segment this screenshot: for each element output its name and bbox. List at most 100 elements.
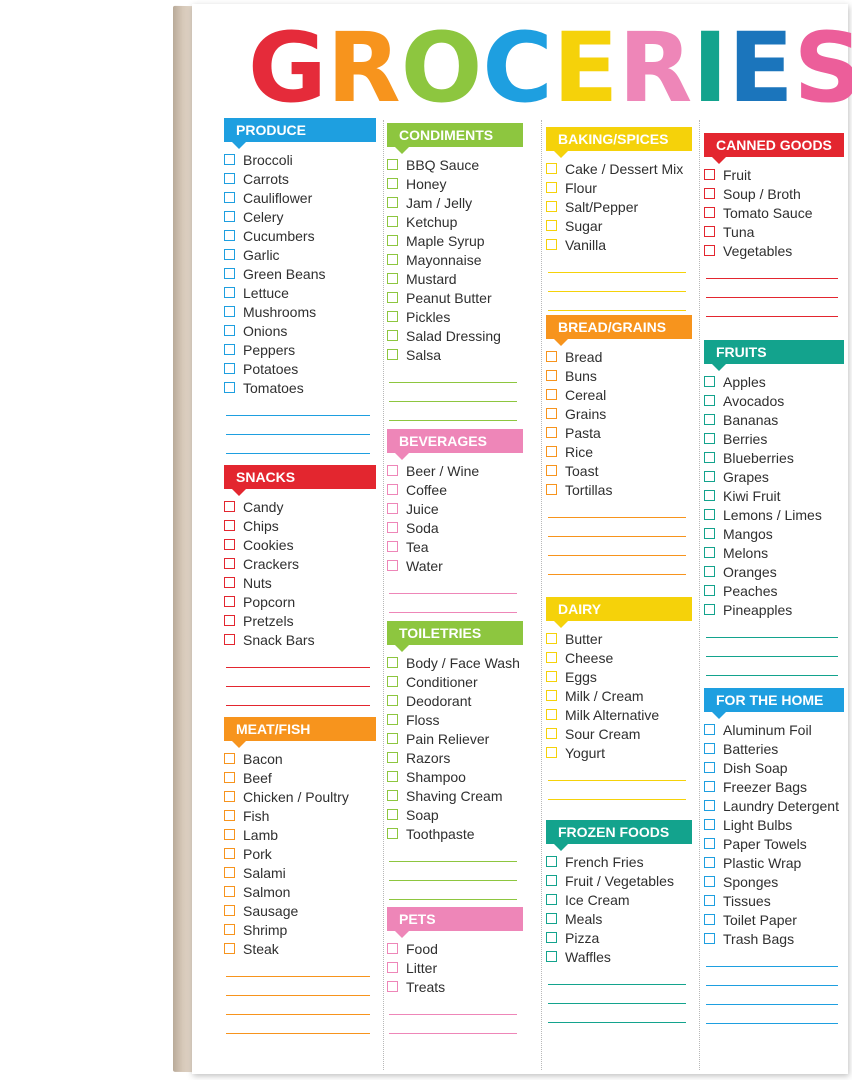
checkbox[interactable] [546,465,557,476]
checkbox[interactable] [704,762,715,773]
checkbox[interactable] [387,484,398,495]
blank-write-in-line[interactable] [706,1005,838,1024]
checkbox[interactable] [387,981,398,992]
checkbox[interactable] [546,913,557,924]
checkbox[interactable] [387,292,398,303]
blank-write-in-line[interactable] [389,364,517,383]
checkbox[interactable] [704,169,715,180]
blank-write-in-line[interactable] [226,1015,370,1034]
checkbox[interactable] [704,528,715,539]
checkbox[interactable] [224,596,235,607]
checkbox[interactable] [704,781,715,792]
checkbox[interactable] [224,772,235,783]
checkbox[interactable] [546,951,557,962]
checkbox[interactable] [704,433,715,444]
blank-write-in-line[interactable] [706,279,838,298]
checkbox[interactable] [387,311,398,322]
checkbox[interactable] [387,159,398,170]
checkbox[interactable] [704,800,715,811]
blank-write-in-line[interactable] [226,416,370,435]
checkbox[interactable] [387,522,398,533]
blank-write-in-line[interactable] [226,397,370,416]
checkbox[interactable] [387,349,398,360]
checkbox[interactable] [704,471,715,482]
checkbox[interactable] [387,752,398,763]
checkbox[interactable] [387,676,398,687]
checkbox[interactable] [546,875,557,886]
checkbox[interactable] [224,268,235,279]
checkbox[interactable] [546,690,557,701]
checkbox[interactable] [387,503,398,514]
checkbox[interactable] [387,714,398,725]
checkbox[interactable] [387,330,398,341]
checkbox[interactable] [387,273,398,284]
checkbox[interactable] [546,182,557,193]
checkbox[interactable] [387,828,398,839]
checkbox[interactable] [224,173,235,184]
checkbox[interactable] [224,287,235,298]
checkbox[interactable] [224,867,235,878]
checkbox[interactable] [704,226,715,237]
blank-write-in-line[interactable] [706,260,838,279]
blank-write-in-line[interactable] [226,958,370,977]
checkbox[interactable] [546,408,557,419]
checkbox[interactable] [387,254,398,265]
blank-write-in-line[interactable] [389,575,517,594]
blank-write-in-line[interactable] [706,948,838,967]
checkbox[interactable] [387,733,398,744]
checkbox[interactable] [546,427,557,438]
blank-write-in-line[interactable] [706,619,838,638]
checkbox[interactable] [224,810,235,821]
checkbox[interactable] [387,541,398,552]
checkbox[interactable] [224,501,235,512]
blank-write-in-line[interactable] [389,996,517,1015]
blank-write-in-line[interactable] [389,843,517,862]
blank-write-in-line[interactable] [548,556,686,575]
checkbox[interactable] [224,230,235,241]
blank-write-in-line[interactable] [548,1004,686,1023]
checkbox[interactable] [546,652,557,663]
checkbox[interactable] [704,509,715,520]
checkbox[interactable] [704,914,715,925]
blank-write-in-line[interactable] [706,638,838,657]
blank-write-in-line[interactable] [548,292,686,311]
blank-write-in-line[interactable] [548,518,686,537]
blank-write-in-line[interactable] [548,254,686,273]
blank-write-in-line[interactable] [548,273,686,292]
checkbox[interactable] [224,577,235,588]
checkbox[interactable] [704,895,715,906]
checkbox[interactable] [387,216,398,227]
blank-write-in-line[interactable] [548,966,686,985]
checkbox[interactable] [704,604,715,615]
checkbox[interactable] [704,876,715,887]
blank-write-in-line[interactable] [389,881,517,900]
checkbox[interactable] [704,724,715,735]
checkbox[interactable] [224,154,235,165]
checkbox[interactable] [546,484,557,495]
blank-write-in-line[interactable] [226,649,370,668]
checkbox[interactable] [704,585,715,596]
checkbox[interactable] [704,188,715,199]
checkbox[interactable] [704,566,715,577]
checkbox[interactable] [387,178,398,189]
checkbox[interactable] [224,886,235,897]
checkbox[interactable] [546,709,557,720]
checkbox[interactable] [224,615,235,626]
checkbox[interactable] [546,856,557,867]
checkbox[interactable] [546,446,557,457]
checkbox[interactable] [546,163,557,174]
blank-write-in-line[interactable] [548,985,686,1004]
blank-write-in-line[interactable] [226,977,370,996]
checkbox[interactable] [546,671,557,682]
checkbox[interactable] [224,924,235,935]
checkbox[interactable] [387,790,398,801]
checkbox[interactable] [387,943,398,954]
blank-write-in-line[interactable] [548,762,686,781]
checkbox[interactable] [387,962,398,973]
checkbox[interactable] [387,465,398,476]
checkbox[interactable] [224,634,235,645]
checkbox[interactable] [224,753,235,764]
blank-write-in-line[interactable] [548,537,686,556]
checkbox[interactable] [224,306,235,317]
checkbox[interactable] [224,539,235,550]
